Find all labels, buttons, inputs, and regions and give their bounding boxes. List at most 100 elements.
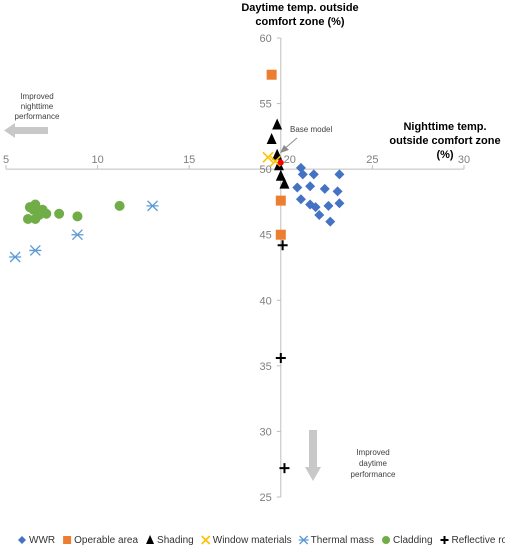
series-reflective-roof [275, 240, 290, 474]
series-thermal-mass [9, 200, 159, 263]
legend-item-operable-area: Operable area [63, 535, 138, 546]
y-tick-label: 55 [260, 99, 272, 111]
data-point-wwr [332, 186, 343, 197]
data-point-cladding [28, 204, 39, 215]
y-tick-label: 60 [260, 33, 272, 45]
data-point-wwr [334, 169, 345, 180]
y-tick-label: 25 [260, 492, 272, 504]
data-point-wwr [297, 169, 308, 180]
data-point-wwr [292, 182, 303, 193]
legend-label: Thermal mass [311, 535, 374, 546]
legend-label: Reflective roof [452, 535, 505, 546]
y-tick-label: 45 [260, 230, 272, 242]
legend-item-thermal-mass: Thermal mass [298, 535, 374, 546]
data-point-reflective-roof [277, 240, 288, 251]
legend-item-shading: Shading [146, 535, 194, 546]
legend-item-reflective-roof: Reflective roof [440, 535, 505, 546]
y-tick-label: 50 [260, 164, 272, 176]
legend-marker-window-materials [201, 535, 211, 545]
x-tick-label: 25 [366, 154, 378, 166]
left-arrow-shaft [14, 127, 48, 134]
x-axis-title-line-2: outside comfort zone [389, 135, 500, 147]
legend-label: WWR [29, 535, 55, 546]
y-tick-label: 40 [260, 295, 272, 307]
data-point-shading [266, 132, 277, 144]
left-arrow-icon [4, 123, 15, 138]
legend-label: Shading [157, 535, 194, 546]
legend: WWR Operable area Shading Window materials T… [18, 535, 505, 546]
data-point-reflective-roof [279, 463, 290, 474]
annotations: Base modelImprovednighttimeperformanceIm… [4, 92, 396, 481]
data-point-wwr [314, 210, 325, 221]
series-base-model [277, 159, 284, 166]
x-tick-label: 10 [91, 154, 103, 166]
data-point-wwr [310, 202, 321, 213]
x-axis-title: Nighttime temp. outside comfort zone (%) [389, 121, 500, 161]
legend-marker-reflective-roof [440, 536, 449, 544]
legend-item-window-materials: Window materials [201, 535, 292, 546]
data-point-operable-area [275, 195, 286, 206]
down-arrow-shaft [309, 430, 317, 468]
base-model-arrow-head [280, 145, 289, 153]
legend-label: Cladding [393, 535, 432, 546]
data-point-wwr [295, 194, 306, 205]
data-point-thermal-mass [29, 244, 42, 256]
data-point-reflective-roof [275, 352, 286, 363]
legend-marker-shading [146, 535, 155, 544]
data-point-cladding [30, 213, 41, 224]
y-axis-title-line-1: Daytime temp. outside [241, 2, 358, 14]
series-cladding [22, 199, 125, 224]
legend-item-cladding: Cladding [382, 535, 433, 546]
base-model-label: Base model [290, 125, 332, 134]
improved-daytime-text: Improved [356, 448, 389, 457]
data-point-cladding [72, 211, 83, 222]
x-tick-label: 5 [3, 154, 9, 166]
legend-marker-cladding [382, 536, 391, 544]
data-point-thermal-mass [146, 200, 159, 212]
data-point-cladding [41, 208, 52, 219]
data-point-shading [272, 118, 283, 130]
y-axis-title: Daytime temp. outside comfort zone (%) [241, 2, 358, 28]
data-point-wwr [323, 200, 334, 211]
data-point-window-materials [262, 151, 274, 163]
axes: 5 10 15 25 30 20 25 30 35 40 45 50 55 60 [3, 33, 470, 504]
data-point-cladding [22, 213, 33, 224]
improved-nighttime-text: performance [15, 112, 60, 121]
x-tick-label: 20 [284, 154, 296, 166]
legend-marker-wwr [18, 536, 26, 544]
legend-item-wwr: WWR [18, 535, 55, 546]
improved-daytime-text: performance [351, 470, 396, 479]
x-tick-label: 15 [183, 154, 195, 166]
data-point-operable-area [266, 69, 277, 80]
improved-nighttime-text: Improved [20, 92, 53, 101]
down-arrow-icon [305, 467, 321, 481]
data-point-base-model [277, 159, 284, 166]
data-point-operable-area [275, 229, 286, 240]
improved-daytime-annotation: Improved daytime performance [305, 430, 396, 481]
data-marks [9, 69, 345, 474]
data-point-thermal-mass [9, 251, 22, 263]
x-axis-title-line-1: Nighttime temp. [403, 121, 486, 133]
data-point-wwr [319, 183, 330, 194]
data-point-wwr [334, 198, 345, 209]
improved-nighttime-text: nighttime [21, 102, 54, 111]
data-point-cladding [114, 200, 125, 211]
y-tick-label: 30 [260, 426, 272, 438]
improved-daytime-text: daytime [359, 459, 388, 468]
x-axis-title-line-3: (%) [436, 149, 453, 161]
data-point-wwr [325, 216, 336, 227]
data-point-wwr [305, 181, 316, 192]
data-point-cladding [54, 208, 65, 219]
data-point-shading [279, 177, 290, 189]
y-tick-label: 35 [260, 361, 272, 373]
series-operable-area [266, 69, 286, 240]
legend-label: Operable area [74, 535, 138, 546]
legend-marker-thermal-mass [298, 535, 309, 545]
data-point-thermal-mass [71, 229, 84, 241]
data-point-shading [275, 169, 286, 181]
legend-label: Window materials [213, 535, 292, 546]
x-tick-label: 30 [458, 154, 470, 166]
legend-marker-operable-area [63, 536, 72, 544]
